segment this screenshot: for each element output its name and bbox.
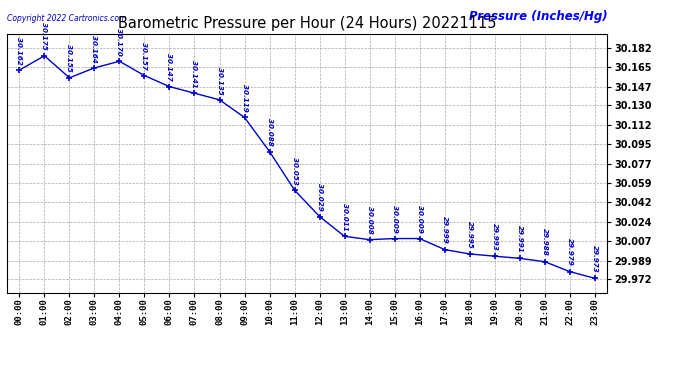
- Text: 30.029: 30.029: [317, 183, 322, 211]
- Text: 30.135: 30.135: [217, 66, 222, 94]
- Text: 30.147: 30.147: [166, 53, 172, 81]
- Text: 30.008: 30.008: [366, 206, 373, 234]
- Text: 30.155: 30.155: [66, 45, 72, 72]
- Text: 30.009: 30.009: [417, 205, 422, 233]
- Text: 29.988: 29.988: [542, 228, 548, 256]
- Text: 30.088: 30.088: [266, 118, 273, 146]
- Text: 30.157: 30.157: [141, 42, 148, 70]
- Text: 29.999: 29.999: [442, 216, 448, 244]
- Text: Pressure (Inches/Hg): Pressure (Inches/Hg): [469, 10, 607, 23]
- Text: 30.053: 30.053: [292, 157, 297, 184]
- Text: 30.164: 30.164: [92, 34, 97, 62]
- Text: 29.979: 29.979: [566, 238, 573, 266]
- Text: 30.162: 30.162: [17, 37, 22, 64]
- Text: 30.009: 30.009: [392, 205, 397, 233]
- Text: 30.175: 30.175: [41, 22, 48, 50]
- Title: Barometric Pressure per Hour (24 Hours) 20221115: Barometric Pressure per Hour (24 Hours) …: [118, 16, 496, 31]
- Text: 30.170: 30.170: [117, 28, 122, 56]
- Text: 30.011: 30.011: [342, 203, 348, 231]
- Text: 29.993: 29.993: [492, 223, 497, 251]
- Text: 29.973: 29.973: [592, 245, 598, 273]
- Text: 30.119: 30.119: [241, 84, 248, 112]
- Text: 29.991: 29.991: [517, 225, 522, 253]
- Text: 29.995: 29.995: [466, 220, 473, 248]
- Text: 30.141: 30.141: [192, 60, 197, 88]
- Text: Copyright 2022 Cartronics.com: Copyright 2022 Cartronics.com: [7, 14, 126, 23]
